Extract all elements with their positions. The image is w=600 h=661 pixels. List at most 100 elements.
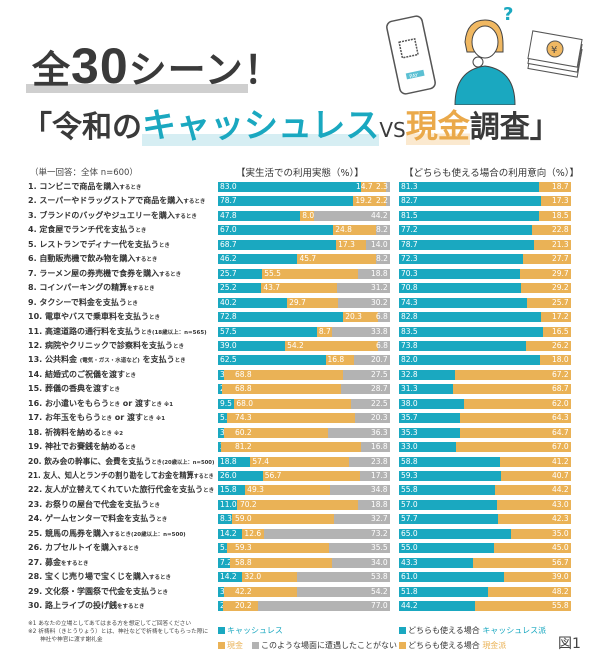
row-label: 27. 募金をするとき xyxy=(28,557,88,569)
bar-segment xyxy=(399,528,511,539)
label-part: 5. レストランでディナー代を支払う xyxy=(28,239,159,249)
stacked-bar: 39.0 54.2 6.8 xyxy=(218,340,390,351)
title-underline xyxy=(26,84,248,93)
bar-segment xyxy=(218,326,317,337)
label-part: するとき xyxy=(193,474,214,480)
bar-value-label: 67.0 xyxy=(220,225,237,235)
bar-segment xyxy=(328,543,390,554)
row-label: 3. ブランドのバッグやジュエリーを購入するとき xyxy=(28,210,197,222)
bar-segment xyxy=(336,239,366,250)
label-part: とき xyxy=(108,387,120,394)
label-part: とき xyxy=(148,315,160,322)
bar-value-label: 55.0 xyxy=(401,543,418,553)
bar-segment xyxy=(316,326,332,337)
bar-value-label: 43.0 xyxy=(552,499,569,509)
row-label: 5. レストランでディナー代を支払うとき xyxy=(28,239,170,251)
bar-value-label: 14.7 xyxy=(356,182,373,191)
bar-value-label: 73.8 xyxy=(401,340,418,350)
bar-value-label: 72.8 xyxy=(220,312,237,322)
bar-segment xyxy=(378,312,390,323)
label-part: とき xyxy=(158,242,170,249)
label-part: 18. 祈祷料を納める xyxy=(28,427,101,437)
stacked-bar: 3.560.236.3 xyxy=(218,427,390,438)
bar-segment xyxy=(287,297,339,308)
legend-prefix: どちらも使える場合 xyxy=(408,641,483,650)
stacked-bar: 46.2 45.7 8.2 xyxy=(218,254,391,265)
bar-segment xyxy=(218,239,337,250)
label-part: とき xyxy=(124,445,136,452)
bar-value-label: 68.7 xyxy=(552,384,569,394)
bar-segment xyxy=(262,268,358,279)
row-label: 25. 競馬の馬券を購入するとき(20歳以上：n=500) xyxy=(28,528,186,540)
bar-segment xyxy=(510,528,571,539)
bar-segment xyxy=(331,557,390,568)
stacked-bar: 74.3 25.7 xyxy=(399,297,571,308)
bar-segment xyxy=(218,442,222,453)
stacked-bar: 3.768.827.5 xyxy=(218,369,390,380)
title2-open: 「令和の xyxy=(22,110,142,145)
title-number: 30 xyxy=(71,38,129,94)
bar-value-label: 17.3 xyxy=(338,239,355,249)
bar-segment xyxy=(242,572,298,583)
bar-segment xyxy=(399,210,540,221)
legend-item-pref-cashless: どちらも使える場合 キャッシュレス派 xyxy=(399,625,546,636)
bar-segment xyxy=(399,268,520,279)
bar-value-label: 67.0 xyxy=(552,442,569,452)
bar-segment xyxy=(296,586,391,597)
stacked-bar: 44.2 55.8 xyxy=(399,601,571,612)
bar-segment xyxy=(360,182,387,192)
bar-segment xyxy=(494,485,571,496)
footnotes: ※1 あなたの立場としてあてはまる方を想定してご回答ください ※2 祈祷料（きと… xyxy=(28,620,214,644)
stacked-bar: 14.2 32.0 53.8 xyxy=(218,572,390,583)
bar-segment xyxy=(473,557,571,568)
stacked-bar: 33.0 67.0 xyxy=(399,442,571,453)
bar-value-label: 14.0 xyxy=(371,239,388,249)
stacked-bar: 55.8 44.2 xyxy=(399,485,571,496)
footnote-2-cont: 神社や神官に渡す謝礼金 xyxy=(40,637,103,643)
bar-segment xyxy=(218,283,262,294)
label-part: とき xyxy=(156,589,168,596)
bar-segment xyxy=(221,442,362,453)
row-label: 30. 路上ライブの投げ銭をするとき xyxy=(28,600,144,612)
bar-value-label: 26.0 xyxy=(220,471,237,480)
stacked-bar: 72.8 20.3 6.8 xyxy=(218,312,390,323)
label-part: をするとき xyxy=(127,286,155,293)
bar-value-label: 29.7 xyxy=(552,268,569,278)
illustration: PAY ? ¥ xyxy=(386,4,583,105)
bar-value-label: 35.7 xyxy=(401,413,418,423)
label-part: するとき xyxy=(174,213,197,220)
bar-value-label: 49.3 xyxy=(247,485,264,495)
row-label: 8. コインパーキングの精算をするとき xyxy=(28,282,155,294)
row-label: 10. 電車やバスで乗車料を支払うとき xyxy=(28,311,160,323)
bar-value-label: 77.0 xyxy=(371,601,388,611)
bar-segment xyxy=(386,196,391,207)
bar-segment xyxy=(399,398,465,409)
bar-value-label: 42.2 xyxy=(235,586,252,596)
bar-value-label: 64.7 xyxy=(552,427,569,437)
label-part: 7. ラーメン屋の券売機で食券を購入 xyxy=(28,268,160,278)
bar-value-label: 28.7 xyxy=(371,384,388,394)
label-part: をするとき xyxy=(60,560,89,567)
bar-segment xyxy=(333,225,376,236)
bar-value-label: 18.8 xyxy=(371,499,388,509)
bar-value-label: 5.3 xyxy=(220,413,232,423)
bar-value-label: 47.8 xyxy=(220,210,237,220)
label-part: するとき xyxy=(119,185,142,191)
legend-swatch xyxy=(218,642,225,649)
label-part: とき xyxy=(100,416,112,423)
label-part: とき(18歳以上：n=565) xyxy=(140,329,207,336)
chart-title-intention: 【どちらも使える場合の利用意向（%）】 xyxy=(404,168,579,179)
bar-segment xyxy=(526,297,571,308)
bar-value-label: 55.8 xyxy=(552,601,569,611)
bar-segment xyxy=(218,427,225,438)
bar-segment xyxy=(218,543,227,554)
row-label: 7. ラーメン屋の券売機で食券を購入するとき xyxy=(28,268,181,280)
bar-segment xyxy=(503,572,571,583)
stacked-bar: 2.081.216.8 xyxy=(218,442,390,453)
label-part: 30. 路上ライブの投げ銭 xyxy=(28,601,117,611)
bar-value-label: 56.7 xyxy=(264,471,282,480)
bar-value-label: 43.7 xyxy=(263,283,281,293)
bar-value-label: 70.8 xyxy=(401,283,418,293)
bar-segment xyxy=(386,182,390,192)
bar-segment xyxy=(525,340,571,351)
